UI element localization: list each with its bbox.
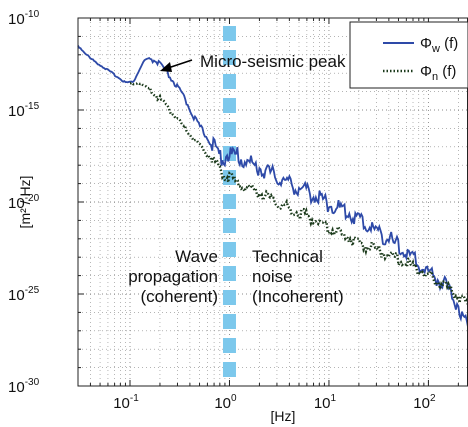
x-tick-label: 101 xyxy=(314,393,337,412)
right-annotation-line-2: noise xyxy=(252,267,293,286)
peak-arrow xyxy=(167,59,193,69)
y-tick-label: 10-20 xyxy=(8,193,40,212)
series-lines xyxy=(77,45,468,328)
left-annotation-line-3: (coherent) xyxy=(141,287,218,306)
legend-label-w: Φw (f) xyxy=(420,35,458,55)
peak-arrow-head xyxy=(160,62,172,72)
legend: Φw (f) Φn (f) xyxy=(349,21,468,89)
x-tick-label: 100 xyxy=(214,393,237,412)
y-tick-label: 10-25 xyxy=(8,285,40,304)
legend-box xyxy=(349,21,468,89)
y-tick-labels: 10-10 10-15 10-20 10-25 10-30 xyxy=(8,9,40,396)
x-tick-label: 102 xyxy=(413,393,436,412)
left-annotation-line-2: propagation xyxy=(128,267,218,286)
series-line-n xyxy=(129,81,468,306)
axis-ticks xyxy=(77,17,459,387)
series-line-w xyxy=(77,45,468,328)
right-annotation-line-1: Technical xyxy=(252,247,323,266)
y-tick-label: 10-10 xyxy=(8,9,40,28)
peak-annotation: Micro-seismic peak xyxy=(200,52,346,71)
y-tick-label: 10-30 xyxy=(8,377,40,396)
x-tick-labels: 10-1 100 101 102 xyxy=(113,393,436,412)
y-axis-label: [m² / Hz] xyxy=(17,176,33,229)
y-tick-label: 10-15 xyxy=(8,101,40,120)
annotations: Micro-seismic peak Wave propagation (coh… xyxy=(128,52,346,306)
right-annotation-line-3: (Incoherent) xyxy=(252,287,344,306)
x-axis-label: [Hz] xyxy=(271,408,296,424)
x-tick-label: 10-1 xyxy=(113,393,139,412)
legend-label-n: Φn (f) xyxy=(420,63,456,83)
left-annotation-line-1: Wave xyxy=(175,247,218,266)
